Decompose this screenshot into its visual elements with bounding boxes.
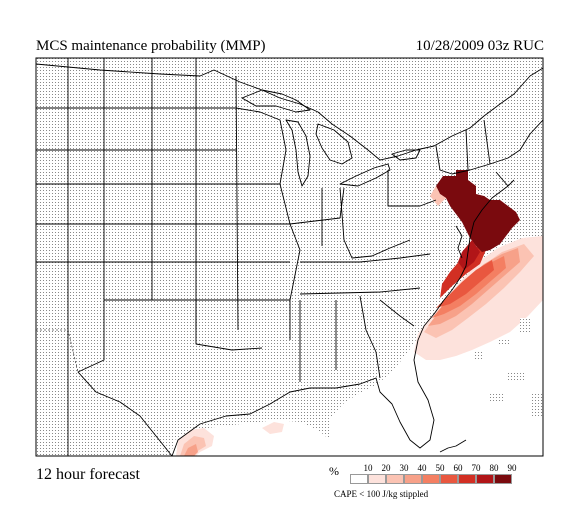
legend-swatch xyxy=(404,474,422,484)
probability-shading-ne xyxy=(458,240,480,270)
legend-swatch xyxy=(422,474,440,484)
mexico-border xyxy=(36,329,121,403)
legend-tick: 60 xyxy=(453,463,463,473)
legend-tick: 80 xyxy=(489,463,499,473)
legend-swatch xyxy=(368,474,386,484)
legend-tick: 50 xyxy=(435,463,445,473)
boundaries xyxy=(36,58,543,456)
legend-tick: 10 xyxy=(363,463,373,473)
legend-tick: 90 xyxy=(507,463,517,473)
legend-swatch xyxy=(440,474,458,484)
lake-ontario xyxy=(391,149,421,161)
lake-erie xyxy=(339,163,391,187)
high-probability-core xyxy=(436,170,520,252)
forecast-label: 12 hour forecast xyxy=(36,466,140,483)
legend-tick: 20 xyxy=(381,463,391,473)
legend-tick: 30 xyxy=(399,463,409,473)
legend-swatch xyxy=(476,474,494,484)
legend-unit: % xyxy=(329,464,339,478)
legend-color-bar xyxy=(350,474,512,484)
legend-note: CAPE < 100 J/kg stippled xyxy=(334,489,429,499)
legend-ticks: 10 20 30 40 50 60 70 80 90 xyxy=(350,463,530,475)
legend-swatch xyxy=(386,474,404,484)
lake-superior xyxy=(241,89,311,113)
legend-swatch xyxy=(350,474,368,484)
forecast-timestamp: 10/28/2009 03z RUC xyxy=(415,38,544,54)
lake-huron xyxy=(315,123,353,165)
legend-tick: 40 xyxy=(417,463,427,473)
legend-swatch xyxy=(458,474,476,484)
probability-shading-atlantic xyxy=(414,236,543,360)
lake-michigan xyxy=(285,119,311,187)
map-title: MCS maintenance probability (MMP) xyxy=(36,38,266,54)
legend-swatch xyxy=(494,474,512,484)
map-frame xyxy=(35,57,544,457)
ocean-speckles xyxy=(474,318,543,416)
legend-tick: 70 xyxy=(471,463,481,473)
